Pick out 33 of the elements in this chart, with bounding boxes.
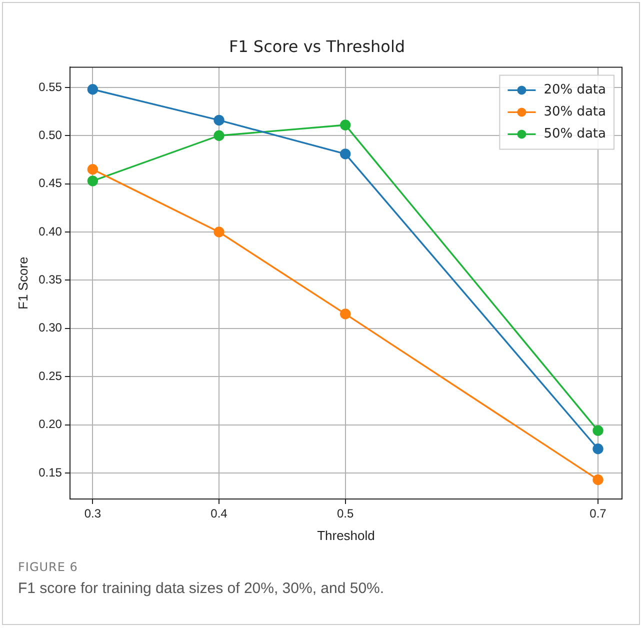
y-tick-label: 0.30 [38,320,62,335]
y-tick-label: 0.20 [38,417,62,432]
point [214,114,224,126]
x-axis-title: Threshold [317,528,375,543]
legend-label: 30% data [544,104,606,120]
y-tick-label: 0.25 [38,368,62,383]
point [87,84,98,95]
legend-label: 50% data [544,126,606,142]
point [592,474,604,486]
legend-label: 20% data [544,82,606,98]
text: F1 score for training data sizes of 20%, 30%, and 50%. [18,580,386,597]
chart-title: F1 Score vs Threshold [228,36,406,56]
x-tick-label: 0.7 [590,506,607,521]
point [592,444,604,454]
y-tick-label: 0.40 [38,224,62,238]
point [340,148,351,160]
y-tick-label: 0.35 [38,272,62,287]
y-axis-title: F1 Score [15,256,30,310]
point [87,164,98,175]
y-tick-label: 0.45 [38,176,62,190]
point [214,226,224,238]
point [87,176,98,186]
point [340,120,351,130]
x-tick-label: 0.5 [337,506,354,521]
y-tick-label: 0.15 [38,465,62,480]
x-tick-label: 0.3 [84,506,102,521]
y-tick-label: 0.55 [38,80,62,94]
point [340,308,351,320]
point [214,130,224,141]
x-tick-label: 0.4 [210,506,228,521]
caption: FIGURE 6 [18,560,79,574]
y-tick-label: 0.50 [38,128,62,142]
point [592,425,604,436]
